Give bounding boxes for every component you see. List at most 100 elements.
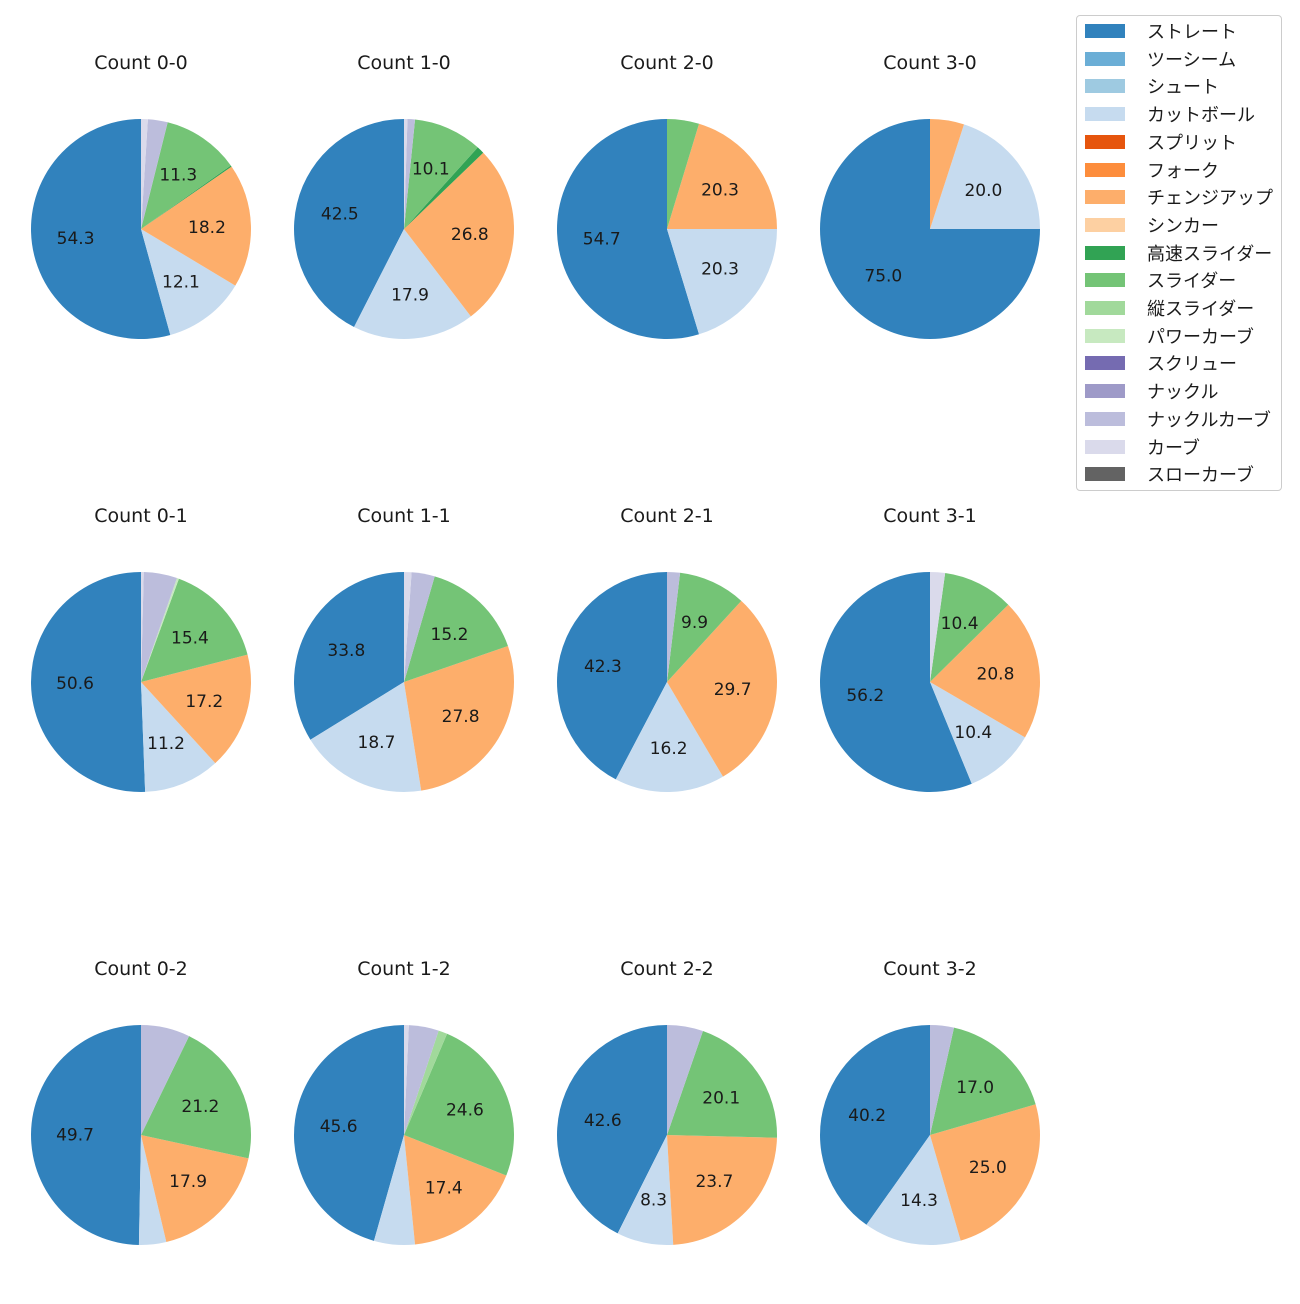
pie-slice-label: 10.4	[941, 614, 979, 634]
pie-count-2-0: Count 2-0 54.7 20.3 20.3	[556, 52, 777, 339]
pie-slice	[667, 123, 777, 229]
pie-slice	[141, 165, 232, 229]
pie-slice	[404, 1135, 507, 1245]
pie-slice	[141, 1135, 249, 1243]
legend-item: スライダー	[1077, 267, 1236, 293]
legend-label: ツーシーム	[1147, 49, 1237, 71]
legend-label: チェンジアップ	[1147, 188, 1273, 210]
pie-slice	[31, 119, 171, 339]
pie-slice-label: 29.7	[714, 680, 752, 700]
legend-label: カーブ	[1147, 437, 1200, 459]
pie-slice	[404, 1025, 439, 1135]
pie-slice	[930, 1104, 1040, 1241]
legend-label: カットボール	[1147, 105, 1255, 127]
pie-slice	[404, 1030, 448, 1135]
pie-slice	[141, 166, 251, 286]
pie-slice-label: 11.3	[159, 166, 197, 186]
pie-slice	[141, 578, 248, 682]
pie-slice-label: 50.6	[56, 674, 94, 694]
pie-slice-label: 20.3	[701, 259, 739, 279]
legend-label: ナックルカーブ	[1147, 409, 1271, 431]
pie-slice	[294, 572, 404, 740]
legend-item: カットボール	[1077, 101, 1255, 127]
pie-count-3-0: Count 3-0 75.0 20.0	[820, 52, 1040, 339]
legend-label: フォーク	[1147, 160, 1219, 182]
legend-swatch	[1085, 217, 1125, 232]
pie-slice	[930, 604, 1040, 738]
pie-slice-label: 9.9	[681, 613, 708, 633]
pie-slice-label: 21.2	[181, 1097, 219, 1117]
pie-slice-label: 42.3	[584, 657, 622, 677]
pie-slice	[667, 119, 700, 229]
pie-slice-label: 54.7	[583, 230, 621, 250]
pie-slice	[930, 124, 1040, 229]
legend-swatch	[1085, 301, 1125, 315]
pie-slice	[557, 572, 667, 780]
pie-slice-label: 23.7	[695, 1172, 733, 1192]
legend-label: ストレート	[1147, 22, 1237, 43]
pie-slice	[404, 152, 514, 317]
pie-slice	[404, 572, 412, 682]
pie-slice	[404, 119, 408, 229]
pie-slice	[294, 119, 404, 328]
pie-slice-label: 49.7	[56, 1125, 94, 1145]
pie-slice	[138, 1135, 167, 1246]
pie-slice	[667, 1135, 777, 1245]
pie-slice-label: 11.2	[147, 734, 185, 754]
legend-swatch	[1085, 134, 1125, 149]
legend-item: フォーク	[1077, 157, 1219, 183]
legend-label: ナックル	[1147, 382, 1219, 404]
pie-count-0-2: Count 0-2 49.7 17.9 21.2	[31, 958, 251, 1246]
legend-swatch	[1085, 411, 1125, 426]
pie-count-2-1: Count 2-1 42.3 16.2 29.7 9.9	[557, 505, 777, 792]
pie-slice	[617, 1135, 674, 1245]
pie-slice	[404, 147, 484, 229]
pie-slice	[930, 1027, 1036, 1135]
pie-title: Count 3-1	[883, 505, 977, 527]
pie-count-0-0: Count 0-0 54.3 12.1 18.2 11.3	[31, 52, 251, 339]
pie-title: Count 1-0	[357, 52, 451, 74]
legend-label: スプリット	[1147, 132, 1237, 154]
legend-swatch	[1085, 356, 1125, 371]
pie-slice-label: 17.0	[956, 1078, 994, 1098]
pie-count-3-2: Count 3-2 40.2 14.3 25.0 17.0	[819, 958, 1040, 1246]
pie-slice	[404, 119, 478, 229]
legend-label: 縦スライダー	[1147, 299, 1255, 320]
pie-slice	[930, 573, 1009, 682]
legend-label: スライダー	[1147, 271, 1237, 293]
pie-slice-label: 42.6	[584, 1111, 622, 1131]
pie-slice-label: 16.2	[650, 739, 688, 759]
pie-slice	[404, 1025, 409, 1135]
pie-slice-label: 20.3	[701, 181, 739, 201]
legend-swatch	[1085, 273, 1125, 288]
pie-slice	[141, 122, 231, 229]
pie-slice	[819, 572, 972, 792]
legend-swatch	[1085, 245, 1125, 260]
pie-slice	[373, 1135, 416, 1245]
pie-count-1-0: Count 1-0 42.5 17.9 26.8 10.1	[294, 52, 514, 339]
pie-slice	[30, 572, 146, 792]
pie-count-1-2: Count 1-2 45.6 17.4 24.6	[294, 958, 514, 1245]
legend-label: 高速スライダー	[1147, 243, 1273, 265]
legend-swatch	[1085, 79, 1125, 94]
pie-slice-label: 20.8	[977, 665, 1015, 685]
pie-slice	[141, 229, 236, 336]
pie-slice	[141, 682, 216, 792]
legend-swatch	[1085, 467, 1125, 482]
legend-item: パワーカーブ	[1077, 323, 1254, 349]
legend-label: パワーカーブ	[1147, 326, 1254, 348]
pie-slice-label: 10.4	[954, 723, 992, 743]
pie-title: Count 0-0	[94, 52, 188, 74]
pie-slice-label: 27.8	[442, 707, 480, 727]
legend-swatch	[1085, 384, 1125, 399]
pie-title: Count 1-2	[357, 958, 451, 980]
legend-item: ツーシーム	[1077, 46, 1236, 72]
pie-slice	[930, 119, 964, 229]
pie-slice-label: 17.9	[169, 1172, 207, 1192]
legend-label: スローカーブ	[1147, 465, 1254, 487]
pie-slice	[615, 682, 723, 792]
pie-slice-label: 42.5	[321, 205, 359, 225]
pie-slice-label: 17.2	[185, 692, 223, 712]
pie-slice-label: 17.4	[425, 1179, 463, 1199]
